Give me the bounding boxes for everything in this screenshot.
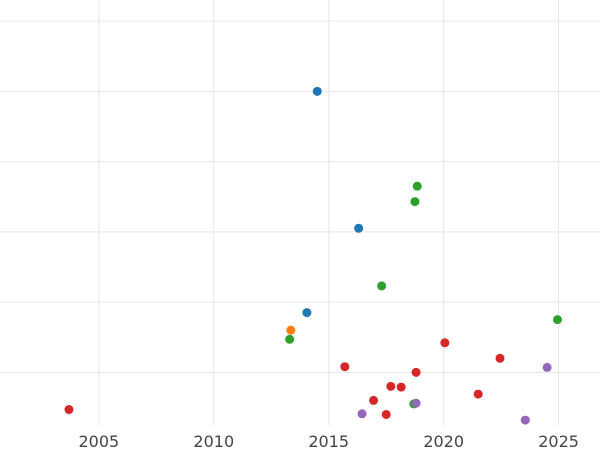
data-point-series-5 <box>520 415 530 425</box>
data-point-series-3 <box>552 315 562 325</box>
x-tick-label: 2010 <box>193 432 234 450</box>
data-point-series-1 <box>312 86 322 96</box>
grid-lines <box>0 0 600 425</box>
data-point-series-1 <box>354 223 364 233</box>
data-point-series-3 <box>410 197 420 207</box>
data-point-series-4 <box>495 353 505 363</box>
x-tick-label: 2020 <box>423 432 464 450</box>
data-point-series-5 <box>357 409 367 419</box>
data-point-series-1 <box>302 308 312 318</box>
data-point-series-5 <box>411 398 421 408</box>
data-point-series-3 <box>412 181 422 191</box>
data-point-series-4 <box>386 381 396 391</box>
data-point-series-2 <box>286 325 296 335</box>
data-point-series-4 <box>381 409 391 419</box>
x-tick-label: 2025 <box>538 432 579 450</box>
x-axis-ticks: 2005 2010 2015 2020 2025 <box>78 432 578 450</box>
data-point-series-4 <box>396 382 406 392</box>
data-point-series-4 <box>340 362 350 372</box>
data-point-series-3 <box>377 281 387 291</box>
data-point-series-4 <box>473 389 483 399</box>
data-point-series-4 <box>369 395 379 405</box>
data-point-series-4 <box>64 405 74 415</box>
x-tick-label: 2005 <box>78 432 119 450</box>
data-point-series-4 <box>411 367 421 377</box>
data-point-series-5 <box>542 362 552 372</box>
x-tick-label: 2015 <box>308 432 349 450</box>
data-points <box>64 86 562 425</box>
data-point-series-4 <box>440 338 450 348</box>
data-point-series-3 <box>285 334 295 344</box>
